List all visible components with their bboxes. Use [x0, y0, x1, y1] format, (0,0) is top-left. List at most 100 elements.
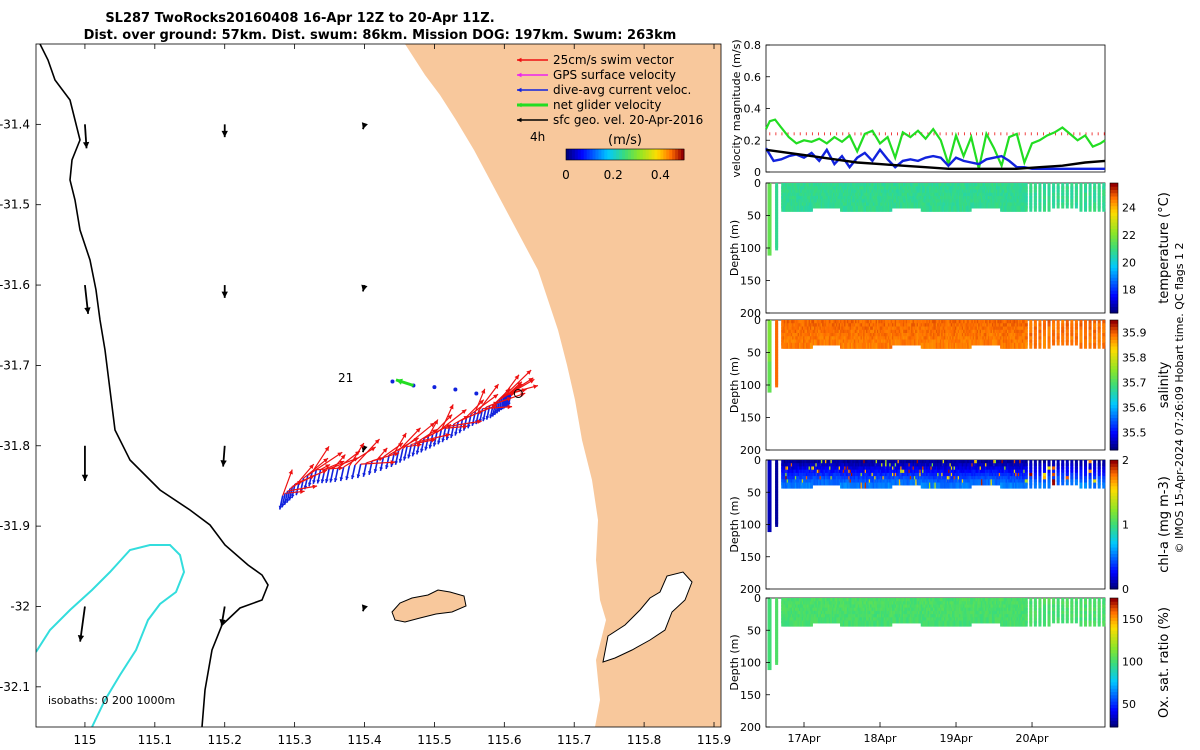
profile-sample: [775, 366, 779, 372]
section-sample: [1047, 320, 1051, 326]
section-sample: [1093, 205, 1097, 212]
speed-colorbar: 0 0.2 0.4: [562, 148, 685, 182]
section-sample: [1084, 196, 1088, 202]
swim-vector-head: [462, 424, 468, 429]
section-sample: [1079, 336, 1083, 343]
colorbar-bin: [613, 149, 617, 160]
section-sample: [1033, 199, 1037, 206]
profile-sample: [775, 501, 779, 507]
section-sample: [1097, 329, 1101, 336]
profile-sample: [775, 351, 779, 357]
section-sample: [1070, 202, 1074, 209]
colorbar-bin: [568, 149, 573, 160]
profile-sample: [775, 483, 779, 489]
section-sample: [1061, 339, 1065, 346]
colorbar-bin: [681, 149, 685, 160]
profile-sample: [767, 327, 772, 333]
profile-sample: [775, 214, 779, 220]
profile-sample: [767, 467, 772, 473]
profile-sample: [775, 377, 779, 383]
section-sample: [1024, 333, 1028, 339]
section-sample: [1042, 196, 1046, 202]
section-colorbar-bin: [1110, 189, 1118, 194]
profile-sample: [775, 196, 779, 201]
track-label: 21: [338, 371, 353, 385]
section-sample: [1056, 323, 1060, 330]
section-colorbar-bin: [1110, 300, 1118, 304]
section-sample: [1033, 202, 1037, 209]
current-vector-head: [281, 503, 285, 508]
swim-vector: [282, 469, 293, 496]
colorbar-bin: [604, 149, 608, 160]
profile-sample: [775, 338, 779, 344]
section-sample: [1033, 183, 1037, 189]
section-sample: [1065, 192, 1069, 199]
colorbar-bin: [678, 149, 682, 160]
section-sample: [1070, 339, 1074, 346]
section-colorbar-bin: [1110, 280, 1118, 285]
swim-vector: [482, 406, 513, 410]
section-sample: [1074, 323, 1078, 330]
section-sample: [809, 482, 813, 489]
track-point: [390, 379, 395, 384]
profile-sample: [767, 335, 772, 341]
current-vector-head: [403, 456, 407, 461]
section-colorbar-bin: [1110, 257, 1118, 262]
profile-sample: [767, 242, 772, 248]
section-colorbar-label: salinity: [1157, 361, 1172, 408]
profile-sample: [775, 356, 779, 362]
swim-vector-head: [337, 452, 343, 457]
profile-sample: [775, 348, 779, 354]
section-sample: [1047, 183, 1051, 189]
profile-sample: [775, 237, 779, 243]
section-sample: [1038, 326, 1042, 333]
section-sample: [1038, 323, 1042, 330]
section-ytick-label: 50: [747, 210, 761, 223]
section-sample: [1029, 192, 1033, 199]
profile-sample: [775, 470, 779, 476]
section-sample: [1024, 205, 1028, 212]
profile-sample: [775, 374, 779, 380]
section-sample: [1084, 329, 1088, 336]
profile-sample: [775, 211, 779, 217]
section-sample: [1052, 183, 1056, 189]
section-sample: [1024, 196, 1028, 202]
section-sample: [1024, 202, 1028, 209]
section-sample: [1042, 333, 1046, 339]
section-colorbar-bin: [1110, 443, 1118, 448]
section-sample: [1097, 326, 1101, 333]
section-sample: [1042, 326, 1046, 333]
section-sample: [1052, 339, 1056, 346]
profile-sample: [767, 460, 772, 465]
section-sample: [1061, 186, 1065, 193]
section-sample: [1029, 323, 1033, 330]
profile-sample: [767, 524, 772, 530]
section-sample: [1097, 196, 1101, 202]
swim-vector-head: [476, 419, 482, 425]
profile-sample: [775, 369, 779, 375]
section-colorbar-tick-label: 35.5: [1122, 427, 1147, 440]
profile-sample: [775, 209, 779, 214]
swim-vector-head: [374, 439, 380, 444]
swim-vector: [508, 384, 539, 395]
current-vector-head: [449, 434, 454, 438]
current-vector-head: [288, 496, 292, 501]
current-vector-head: [385, 465, 389, 469]
section-sample: [1097, 199, 1101, 206]
section-colorbar-bin: [1110, 270, 1118, 275]
swim-vector-head: [480, 388, 486, 394]
section-sample: [1038, 342, 1042, 349]
section-sample: [1074, 339, 1078, 346]
swim-vector: [287, 485, 318, 492]
profile-sample: [767, 356, 772, 362]
section-sample: [809, 205, 813, 212]
section-ytick-label: 50: [747, 347, 761, 360]
section-sample: [1047, 205, 1051, 212]
section-sample: [1052, 329, 1056, 336]
section-sample: [1052, 202, 1056, 209]
profile-sample: [767, 343, 772, 349]
current-vector-head: [316, 479, 321, 484]
swim-vector-head: [402, 432, 407, 438]
profile-sample: [767, 237, 772, 243]
